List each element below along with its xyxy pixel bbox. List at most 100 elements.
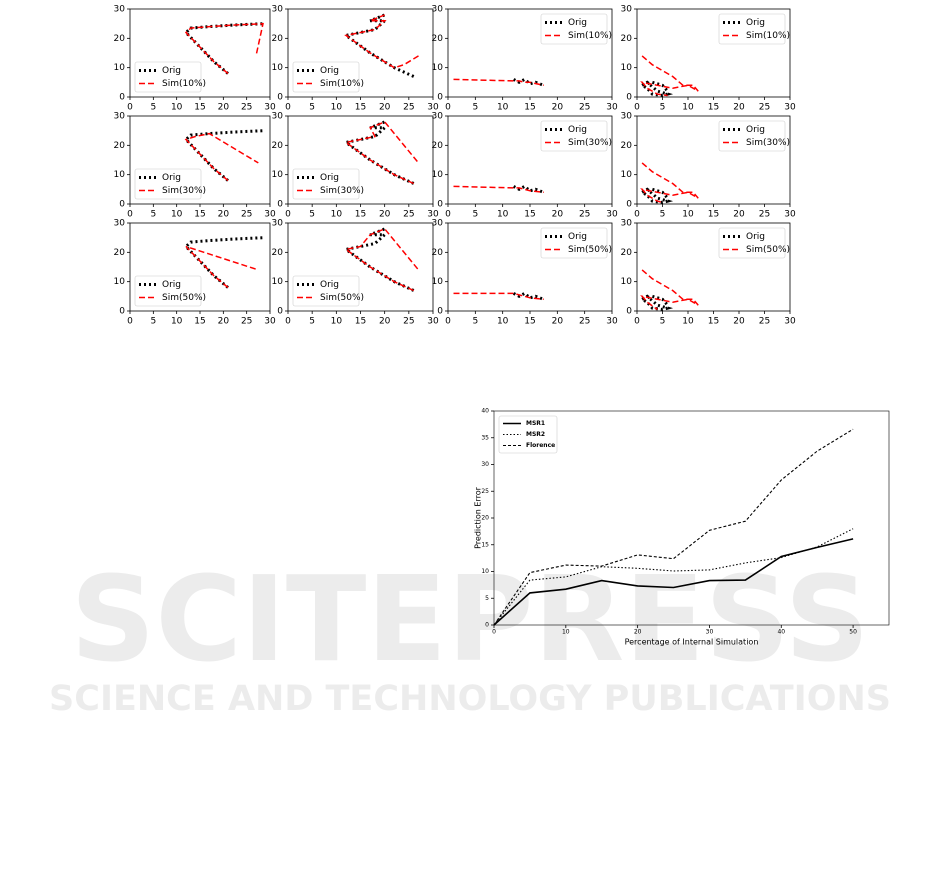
y-tick-label: 20: [621, 141, 633, 151]
y-tick-label: 30: [114, 112, 126, 122]
y-tick-label: 20: [621, 248, 633, 258]
y-tick-label: 20: [272, 34, 284, 44]
x-tick-label: 5: [472, 317, 478, 327]
legend-label: Orig: [746, 232, 765, 242]
y-tick-label: 10: [432, 63, 444, 73]
series-line: [493, 538, 854, 626]
x-tick-label: 10: [682, 317, 694, 327]
y-tick-label: 10: [272, 277, 284, 287]
x-tick-label: 5: [660, 317, 666, 327]
series-line: [493, 528, 854, 626]
x-tick-label: 10: [497, 103, 509, 113]
legend-box: [718, 13, 786, 45]
y-tick-label: 20: [481, 515, 489, 522]
y-tick-label: 10: [114, 170, 126, 180]
series-line: [344, 14, 419, 69]
x-tick-label: 15: [524, 210, 535, 220]
x-tick-label: 5: [150, 103, 156, 113]
x-tick-label: 0: [634, 210, 640, 220]
y-tick-label: 20: [114, 34, 126, 44]
legend-box: [540, 227, 608, 259]
legend-box: [134, 168, 202, 200]
legend-label: MSR2: [526, 431, 545, 438]
series-line: [512, 184, 545, 194]
x-tick-label: 25: [579, 317, 590, 327]
x-tick-label: 10: [171, 210, 183, 220]
y-tick-label: 10: [481, 568, 489, 575]
x-tick-label: 20: [634, 629, 642, 636]
x-tick-label: 15: [355, 317, 366, 327]
legend-label: Florence: [526, 442, 555, 449]
series-line: [453, 292, 544, 301]
x-tick-label: 0: [285, 210, 291, 220]
x-tick-label: 30: [784, 103, 796, 113]
y-tick-label: 10: [114, 277, 126, 287]
x-tick-label: 0: [634, 317, 640, 327]
y-tick-label: 30: [114, 219, 126, 229]
x-tick-label: 15: [194, 103, 205, 113]
x-tick-label: 25: [241, 317, 252, 327]
x-tick-label: 15: [708, 103, 719, 113]
x-tick-label: 5: [309, 103, 315, 113]
legend-label: Sim(50%): [320, 293, 364, 303]
x-tick-label: 30: [264, 210, 276, 220]
legend-label: Sim(30%): [320, 186, 364, 196]
y-tick-label: 20: [272, 141, 284, 151]
legend-box: [292, 275, 360, 307]
y-tick-label: 0: [437, 200, 443, 210]
x-tick-label: 15: [708, 210, 719, 220]
series-line: [184, 22, 264, 75]
series-line: [184, 132, 259, 182]
x-tick-label: 15: [524, 317, 535, 327]
y-tick-label: 0: [119, 200, 125, 210]
y-tick-label: 35: [481, 434, 489, 441]
x-tick-label: 10: [682, 210, 694, 220]
x-tick-label: 0: [634, 103, 640, 113]
x-tick-label: 50: [849, 629, 857, 636]
x-tick-label: 10: [331, 103, 343, 113]
x-tick-label: 30: [606, 317, 618, 327]
x-tick-label: 20: [552, 210, 564, 220]
legend-label: Orig: [568, 125, 587, 135]
x-tick-label: 25: [759, 210, 770, 220]
x-tick-label: 20: [379, 210, 391, 220]
series-line: [493, 428, 854, 626]
legend-box: [134, 275, 202, 307]
x-axis-label: Percentage of Internal Simulation: [625, 638, 759, 647]
series-line: [640, 162, 699, 204]
x-tick-label: 30: [427, 317, 439, 327]
x-tick-label: 15: [355, 103, 366, 113]
y-tick-label: 30: [272, 5, 284, 15]
x-tick-label: 30: [784, 210, 796, 220]
x-tick-label: 30: [264, 103, 276, 113]
legend-label: Sim(30%): [162, 186, 206, 196]
x-tick-label: 25: [241, 210, 252, 220]
series-line: [640, 269, 699, 311]
legend-box: [134, 61, 202, 93]
x-tick-label: 20: [218, 210, 230, 220]
x-tick-label: 20: [733, 210, 745, 220]
x-tick-label: 5: [150, 210, 156, 220]
legend-box: [718, 227, 786, 259]
legend-label: Sim(10%): [320, 79, 364, 89]
legend-box: [292, 168, 360, 200]
x-tick-label: 0: [127, 317, 133, 327]
x-tick-label: 5: [309, 210, 315, 220]
y-tick-label: 10: [432, 170, 444, 180]
y-tick-label: 20: [621, 34, 633, 44]
legend-box: [540, 13, 608, 45]
y-tick-label: 10: [621, 277, 633, 287]
legend-box: [498, 415, 558, 454]
legend-box: [540, 120, 608, 152]
x-tick-label: 30: [606, 210, 618, 220]
series-line: [344, 121, 420, 185]
y-tick-label: 30: [432, 112, 444, 122]
x-tick-label: 0: [285, 317, 291, 327]
y-tick-label: 20: [432, 248, 444, 258]
legend-label: Sim(10%): [162, 79, 206, 89]
legend-label: Sim(10%): [746, 31, 790, 41]
x-tick-label: 25: [403, 103, 414, 113]
x-tick-label: 10: [682, 103, 694, 113]
y-tick-label: 20: [432, 141, 444, 151]
